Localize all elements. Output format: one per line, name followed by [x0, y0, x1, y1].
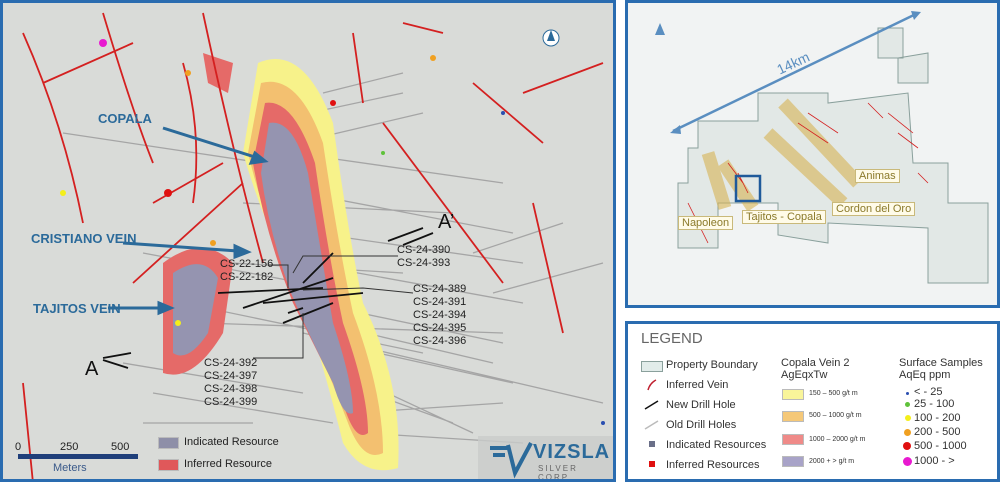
- legend-label: Inferred Vein: [666, 379, 729, 391]
- scale-tick: 500: [111, 441, 130, 453]
- drill-label: CS-24-395: [413, 322, 467, 334]
- drill-label: CS-24-399: [204, 396, 258, 408]
- sample-dot-icon: [905, 402, 910, 407]
- logo-name: VIZSLA: [533, 441, 611, 463]
- samples-title-line: AqEq ppm: [899, 369, 951, 381]
- section-start-label: A: [85, 358, 99, 380]
- main-map-panel: COPALA CRISTIANO VEIN TAJITOS VEIN A A’ …: [0, 0, 616, 482]
- area-label-animas: Animas: [855, 169, 900, 183]
- square-icon: [649, 461, 655, 467]
- vein-range-swatch: [782, 434, 804, 445]
- surface-sample-dots: [60, 39, 605, 425]
- indicated-resource-swatch: [158, 437, 179, 449]
- vein-title: Copala Vein 2 AgEqxTw: [781, 357, 850, 381]
- property-boundary-swatch: [641, 361, 663, 372]
- legend-label: New Drill Hole: [666, 399, 736, 411]
- vein-range-swatch: [782, 456, 804, 467]
- drill-label: CS-24-398: [204, 383, 258, 395]
- legend-label: Inferred Resources: [666, 459, 760, 471]
- resource-body: [163, 53, 399, 471]
- drill-label: CS-24-390: [397, 244, 451, 256]
- legend-title: LEGEND: [641, 330, 703, 347]
- vein-range-label: 150 – 500 g/t m: [809, 390, 858, 397]
- logo-subtitle: SILVER CORP: [538, 464, 578, 482]
- map-legend-label: Indicated Resource: [184, 436, 279, 448]
- sample-label: 500 - 1000: [914, 440, 967, 452]
- sample-dot-icon: [904, 429, 911, 436]
- scale-bar: [18, 454, 138, 459]
- area-label-napoleon: Napoleon: [678, 216, 734, 230]
- legend-label: Old Drill Holes: [666, 419, 737, 431]
- sample-label: < - 25: [914, 386, 943, 398]
- inferred-resource-swatch: [158, 459, 179, 471]
- drill-label: CS-24-391: [413, 296, 467, 308]
- area-label-tajitos-copala: Tajitos - Copala: [742, 210, 826, 224]
- main-map-graphics: [18, 12, 613, 479]
- drill-label: CS-24-389: [413, 283, 467, 295]
- sample-label: 1000 - >: [914, 455, 955, 467]
- vein-line-icon: [647, 379, 657, 391]
- vein-range-label: 1000 – 2000 g/t m: [809, 436, 866, 443]
- scale-tick: 0: [15, 441, 22, 453]
- drill-label: CS-22-182: [220, 271, 274, 283]
- legend-label: Property Boundary: [666, 359, 758, 371]
- label-leaders: [253, 255, 414, 359]
- new-drill-line-icon: [644, 400, 659, 410]
- vein-title-line: AgEqxTw: [781, 369, 828, 381]
- drill-label-group: CS-24-392 CS-24-397 CS-24-398 CS-24-399: [204, 357, 257, 409]
- sample-dot-icon: [903, 442, 911, 450]
- drill-label-group: CS-22-156 CS-22-182: [220, 258, 273, 284]
- samples-title-line: Surface Samples: [899, 357, 983, 369]
- vein-range-label: 2000 + > g/t m: [809, 458, 855, 465]
- vein-label-tajitos: TAJITOS VEIN: [33, 301, 121, 316]
- drill-label: CS-24-396: [413, 335, 467, 347]
- legend-icons: [644, 379, 659, 467]
- new-drill-holes: [102, 227, 434, 369]
- sample-label: 100 - 200: [914, 412, 961, 424]
- sample-dot-icon: [906, 392, 909, 395]
- drill-label: CS-24-392: [204, 357, 258, 369]
- vein-title-line: Copala Vein 2: [781, 357, 850, 369]
- sample-label: 25 - 100: [914, 398, 955, 410]
- north-arrow-icon: [655, 23, 665, 35]
- vein-range-swatch: [782, 411, 804, 422]
- sample-dot-icon: [905, 415, 911, 421]
- drill-label: CS-24-393: [397, 257, 451, 269]
- drill-label: CS-24-397: [204, 370, 258, 382]
- scale-tick: 250: [60, 441, 79, 453]
- distance-arrow: [672, 11, 919, 133]
- old-drill-line-icon: [644, 420, 659, 430]
- inset-map-graphics: [655, 11, 989, 284]
- vein-range-swatch: [782, 389, 804, 400]
- drill-label: CS-24-394: [413, 309, 467, 321]
- study-area-box: [734, 174, 762, 203]
- sample-dot-icon: [903, 457, 912, 466]
- vein-range-label: 500 – 1000 g/t m: [809, 412, 862, 419]
- drill-label-group: CS-24-390 CS-24-393: [397, 244, 450, 270]
- callout-arrows: [108, 126, 269, 316]
- vizsla-logo-mark: [490, 442, 533, 479]
- area-label-cordon-del-oro: Cordon del Oro: [832, 202, 916, 216]
- section-end-label: A’: [438, 211, 455, 233]
- square-icon: [649, 441, 655, 447]
- inferred-veins: [22, 12, 604, 479]
- scale-unit: Meters: [53, 462, 87, 474]
- sample-label: 200 - 500: [914, 426, 961, 438]
- vein-label-cristiano: CRISTIANO VEIN: [31, 231, 137, 246]
- map-legend-label: Inferred Resource: [184, 458, 273, 470]
- inset-map-panel: 14km Napoleon Tajitos - Copala Cordon de…: [625, 0, 1000, 308]
- drill-label-group: CS-24-389 CS-24-391 CS-24-394 CS-24-395 …: [413, 283, 466, 348]
- legend-label: Indicated Resources: [666, 439, 767, 451]
- samples-title: Surface Samples AqEq ppm: [899, 357, 983, 381]
- logo-background: [478, 436, 613, 479]
- vein-label-copala: COPALA: [98, 111, 152, 126]
- legend-panel: LEGEND Property Boundary Inferred Vein N…: [625, 321, 1000, 482]
- drill-label: CS-22-156: [220, 258, 274, 270]
